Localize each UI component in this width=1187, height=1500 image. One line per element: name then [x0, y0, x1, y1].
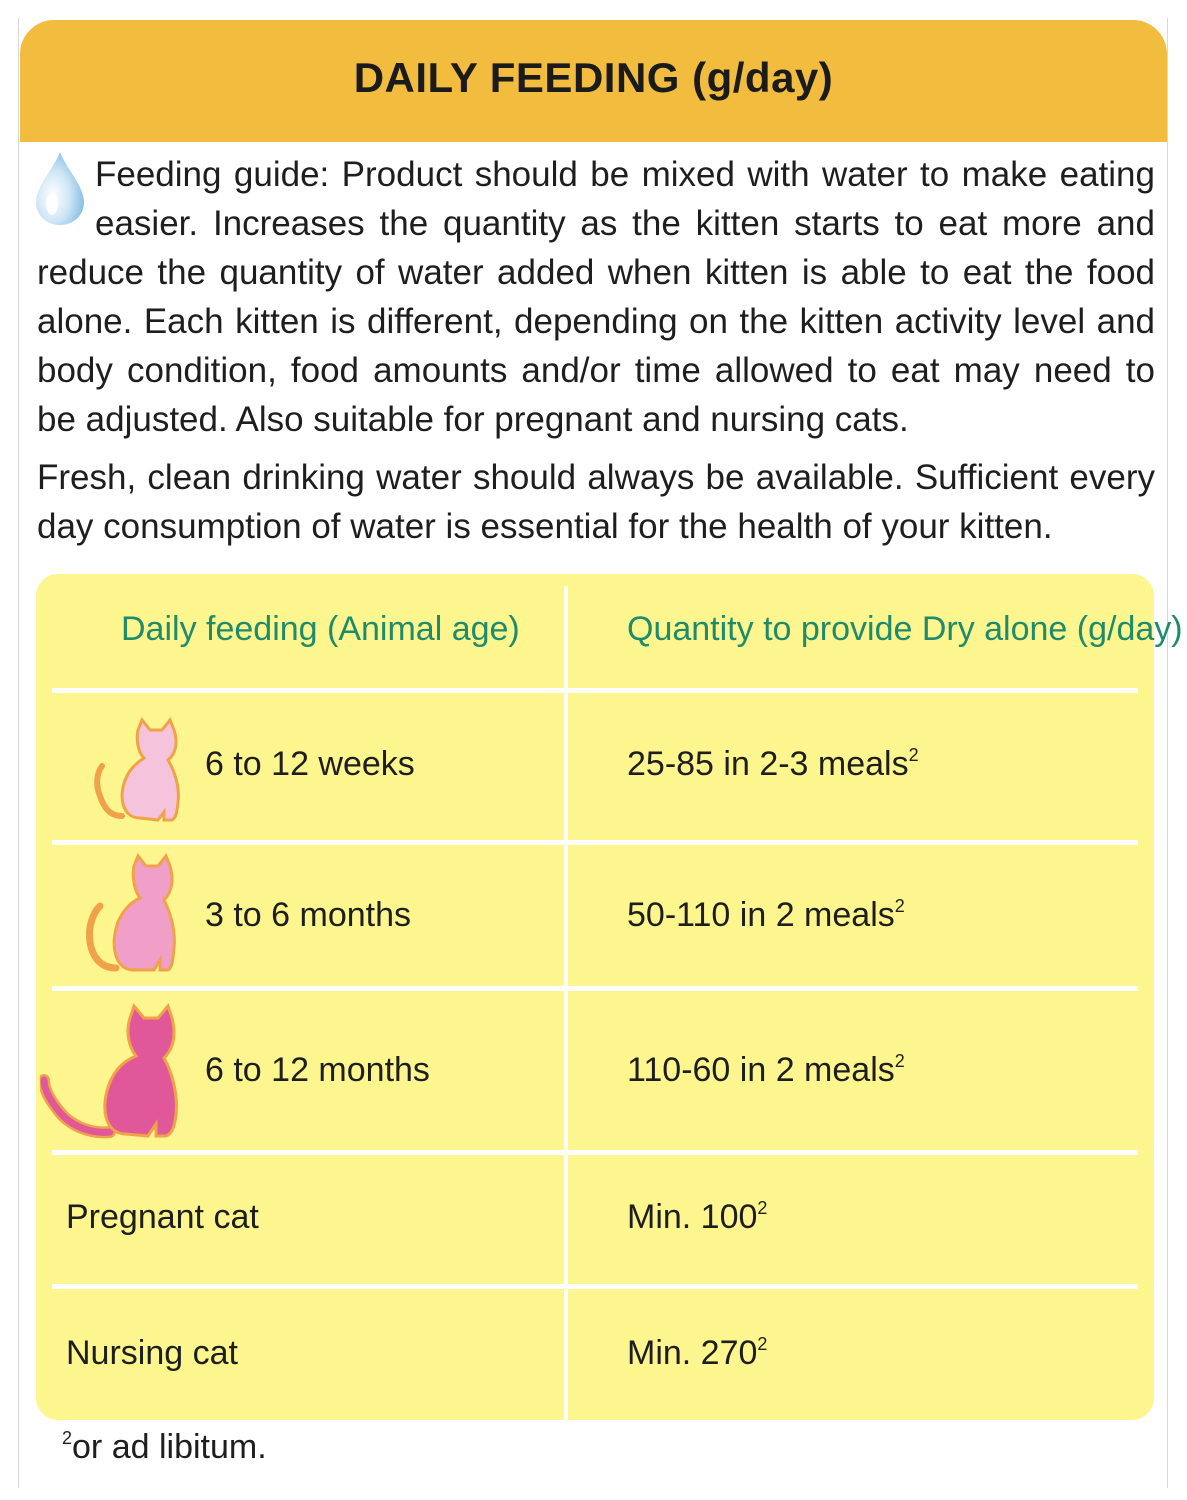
page-title: DAILY FEEDING (g/day) — [353, 54, 834, 101]
young-cat-icon — [86, 853, 176, 972]
row-divider — [52, 986, 1138, 991]
footnote-marker: 2 — [908, 745, 919, 765]
row-quantity-value: Min. 2702 — [627, 1334, 768, 1372]
header-banner: DAILY FEEDING (g/day) — [20, 20, 1167, 142]
water-advice-paragraph: Fresh, clean drinking water should alway… — [37, 458, 1155, 546]
feeding-guide-paragraph: Feeding guide: Product should be mixed w… — [37, 155, 1155, 439]
column-divider — [564, 586, 568, 1420]
row-divider — [52, 688, 1138, 693]
column-header-quantity: Quantity to provide Dry alone (g/day) — [627, 610, 1183, 648]
footnote: 2or ad libitum. — [62, 1428, 267, 1467]
footnote-text: or ad libitum. — [72, 1428, 267, 1466]
row-age-label: Nursing cat — [66, 1334, 238, 1372]
row-age-label: 6 to 12 months — [205, 1051, 430, 1089]
page-frame — [18, 18, 1168, 1488]
row-divider — [52, 840, 1138, 845]
row-age-label: 3 to 6 months — [205, 896, 412, 934]
adult-cat-icon — [40, 1002, 178, 1139]
row-age-label: Pregnant cat — [66, 1198, 259, 1236]
row-quantity-value: 50-110 in 2 meals2 — [627, 896, 905, 934]
feeding-table — [36, 574, 1154, 1420]
row-quantity-value: Min. 1002 — [627, 1198, 768, 1236]
small-kitten-icon — [94, 717, 180, 822]
row-age-label: 6 to 12 weeks — [205, 745, 415, 783]
footnote-marker: 2 — [757, 1334, 768, 1354]
footnote-marker: 2 — [757, 1198, 768, 1218]
column-header-age: Daily feeding (Animal age) — [121, 610, 520, 648]
water-drop-icon — [36, 152, 84, 225]
row-divider — [52, 1284, 1138, 1289]
row-quantity-value: 25-85 in 2-3 meals2 — [627, 745, 919, 783]
footnote-marker: 2 — [894, 896, 905, 916]
row-divider — [52, 1150, 1138, 1155]
row-quantity-value: 110-60 in 2 meals2 — [627, 1051, 905, 1089]
footnote-marker: 2 — [62, 1428, 73, 1448]
footnote-marker: 2 — [894, 1051, 905, 1071]
